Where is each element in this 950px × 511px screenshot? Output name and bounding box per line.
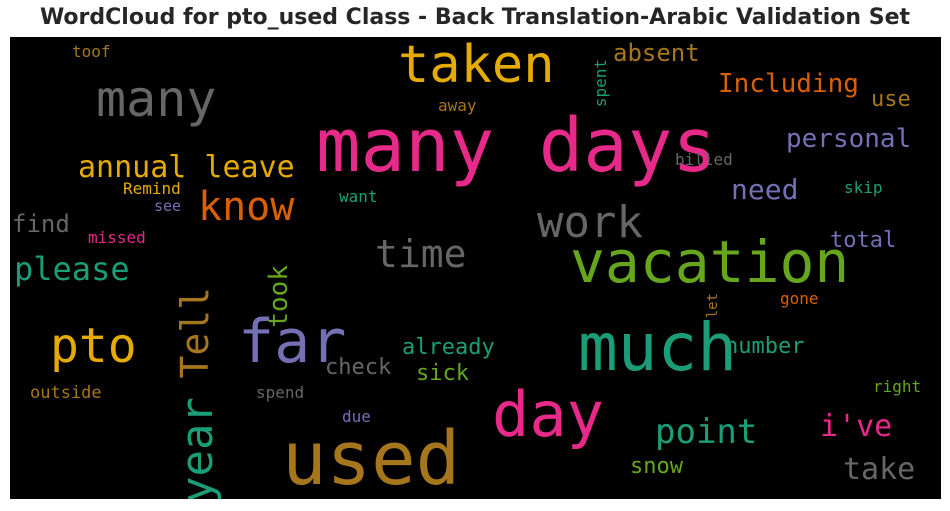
word-remind: Remind [123, 179, 181, 198]
word-please: please [14, 250, 130, 288]
word-see: see [154, 197, 182, 215]
word-want: want [339, 187, 378, 206]
word-billed: billed [675, 150, 733, 169]
word-know: know [198, 184, 295, 230]
word-annual-leave: annual leave [78, 150, 295, 185]
word-check: check [325, 355, 392, 380]
word-far: far [238, 307, 347, 377]
word-due: due [342, 407, 371, 426]
word-need: need [731, 173, 799, 206]
word-pto: pto [50, 318, 137, 374]
word-number: number [725, 334, 805, 359]
word-use: use [871, 87, 911, 112]
word-spend: spend [256, 383, 305, 402]
word-sick: sick [416, 361, 469, 386]
word-year: year [172, 397, 223, 499]
word-taken: taken [398, 37, 555, 95]
word-day: day [492, 378, 604, 451]
word-many: many [96, 70, 217, 128]
wordcloud-canvas: many days used much vacation day far taken many… [10, 37, 941, 499]
word-time: time [375, 232, 467, 276]
chart-title: WordCloud for pto_used Class - Back Tran… [39, 5, 911, 30]
word-find: find [12, 210, 70, 238]
word-skip: skip [844, 178, 883, 197]
word-many-days: many days [316, 103, 717, 189]
word-missed: missed [88, 228, 146, 247]
word-total: total [830, 228, 897, 253]
word-including: Including [718, 69, 859, 99]
word-outside: outside [30, 383, 102, 403]
word-already: already [402, 335, 495, 360]
word-tell: Tell [173, 287, 217, 379]
word-much: much [578, 309, 737, 386]
word-snow: snow [630, 454, 683, 479]
word-gone: gone [780, 289, 819, 308]
word-personal: personal [786, 124, 912, 154]
word-right: right [873, 377, 922, 396]
word-vacation: vacation [570, 228, 850, 296]
word-toof: toof [72, 42, 111, 61]
word-work: work [537, 197, 643, 248]
word-let: let [705, 293, 721, 319]
word-away: away [438, 96, 477, 115]
word-took: took [264, 265, 294, 328]
word-take: take [843, 452, 916, 487]
word-absent: absent [613, 39, 700, 67]
word-used: used [282, 416, 461, 499]
word-i-ve: i've [820, 409, 893, 444]
word-spent: spent [591, 59, 610, 108]
word-point: point [655, 412, 758, 452]
